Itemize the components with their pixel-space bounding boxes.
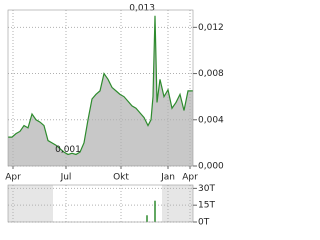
annotation: 0,013 bbox=[129, 3, 155, 13]
volume-bar bbox=[146, 215, 148, 222]
y-tick-label: 15T bbox=[198, 201, 215, 211]
x-tick-label: Okt bbox=[113, 173, 129, 183]
y-tick-label: 0,012 bbox=[198, 23, 224, 33]
y-tick-label: 0T bbox=[198, 218, 210, 228]
volume-bar bbox=[154, 200, 156, 222]
y-tick-label: 0,000 bbox=[198, 162, 224, 172]
plot-frame bbox=[7, 184, 194, 223]
y-tick-label: 0,004 bbox=[198, 115, 224, 125]
x-tick-label: Apr bbox=[182, 173, 198, 183]
shade-band bbox=[162, 185, 193, 222]
price-line bbox=[8, 15, 193, 156]
x-tick-label: Jul bbox=[60, 173, 72, 183]
plot-frame bbox=[7, 9, 194, 167]
annotation: 0,001 bbox=[55, 145, 81, 155]
x-tick-label: Apr bbox=[5, 173, 21, 183]
shade-band bbox=[8, 185, 53, 222]
y-tick-label: 0,008 bbox=[198, 69, 224, 79]
chart: 0,013 0,001 0,000 0,004 0,008 0,012 Apr Jul Okt J… bbox=[5, 3, 224, 228]
x-tick-label: Jan bbox=[160, 173, 175, 183]
y-tick-label: 30T bbox=[198, 184, 215, 194]
